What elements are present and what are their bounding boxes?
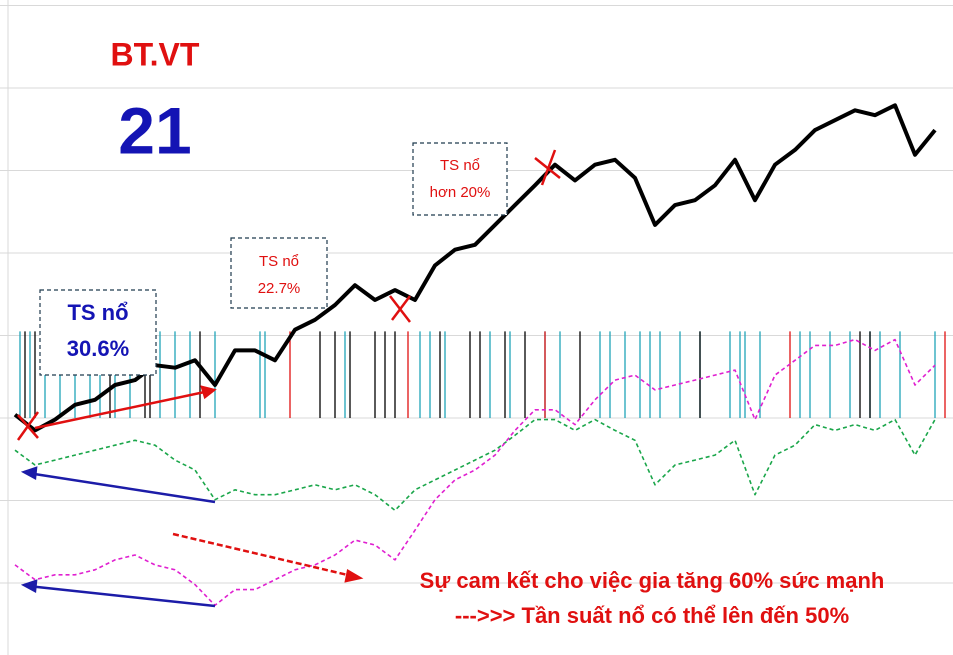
arrow	[27, 471, 216, 504]
cross	[534, 149, 561, 186]
arrow	[172, 532, 353, 578]
arrow	[34, 388, 215, 430]
annotation-box	[412, 142, 508, 216]
series-line	[14, 338, 936, 607]
cross	[16, 411, 40, 441]
markers	[16, 149, 561, 608]
arrow-head	[200, 385, 217, 400]
arrow-head	[344, 569, 364, 583]
annotation-box	[230, 237, 328, 309]
series-line	[13, 103, 937, 433]
note: Sự cam kết cho việc gia tăng 60% sức mạn…	[420, 568, 885, 593]
cross	[389, 295, 411, 323]
annotation: 30.6%	[67, 336, 129, 361]
annotation-box	[39, 289, 157, 376]
annotation: TS nổ	[440, 157, 480, 174]
arrow-head	[20, 466, 38, 480]
annotation: 22.7%	[258, 280, 301, 297]
annotation: TS nổ	[67, 300, 128, 325]
arrow	[27, 584, 216, 608]
arrow-head	[20, 579, 38, 593]
annotation: TS nổ	[259, 253, 299, 270]
series-line	[14, 418, 936, 512]
signals	[19, 331, 946, 418]
note: --->>> Tần suất nổ có thể lên đến 50%	[455, 603, 849, 628]
lines	[13, 103, 937, 607]
title: BT.VT	[111, 36, 200, 72]
subtitle: 21	[118, 93, 191, 167]
annotation: hơn 20%	[430, 184, 491, 201]
